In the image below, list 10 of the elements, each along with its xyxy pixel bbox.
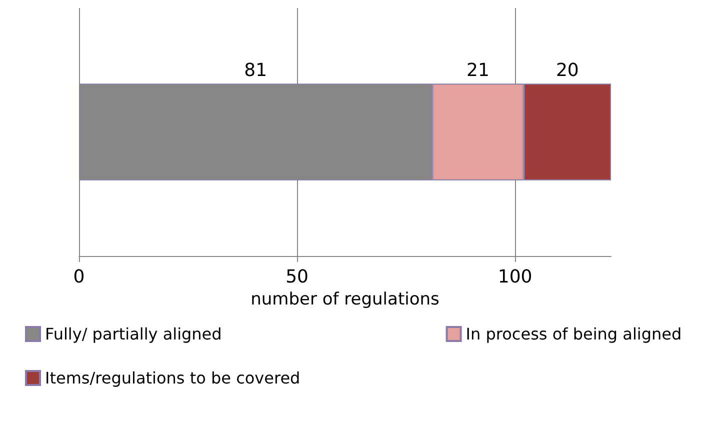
data-label: 20 [556, 60, 579, 82]
data-label: 81 [244, 60, 268, 82]
data-label: 21 [466, 60, 490, 82]
legend-label: Fully/ partially aligned [45, 324, 222, 344]
legend-label: In process of being aligned [466, 324, 682, 344]
x-tick-label: 50 [286, 266, 308, 288]
x-tick-label: 100 [498, 266, 532, 288]
x-axis-title: number of regulations [250, 289, 440, 310]
legend-label: Items/regulations to be covered [45, 368, 300, 388]
x-tick-label: 0 [73, 266, 85, 288]
